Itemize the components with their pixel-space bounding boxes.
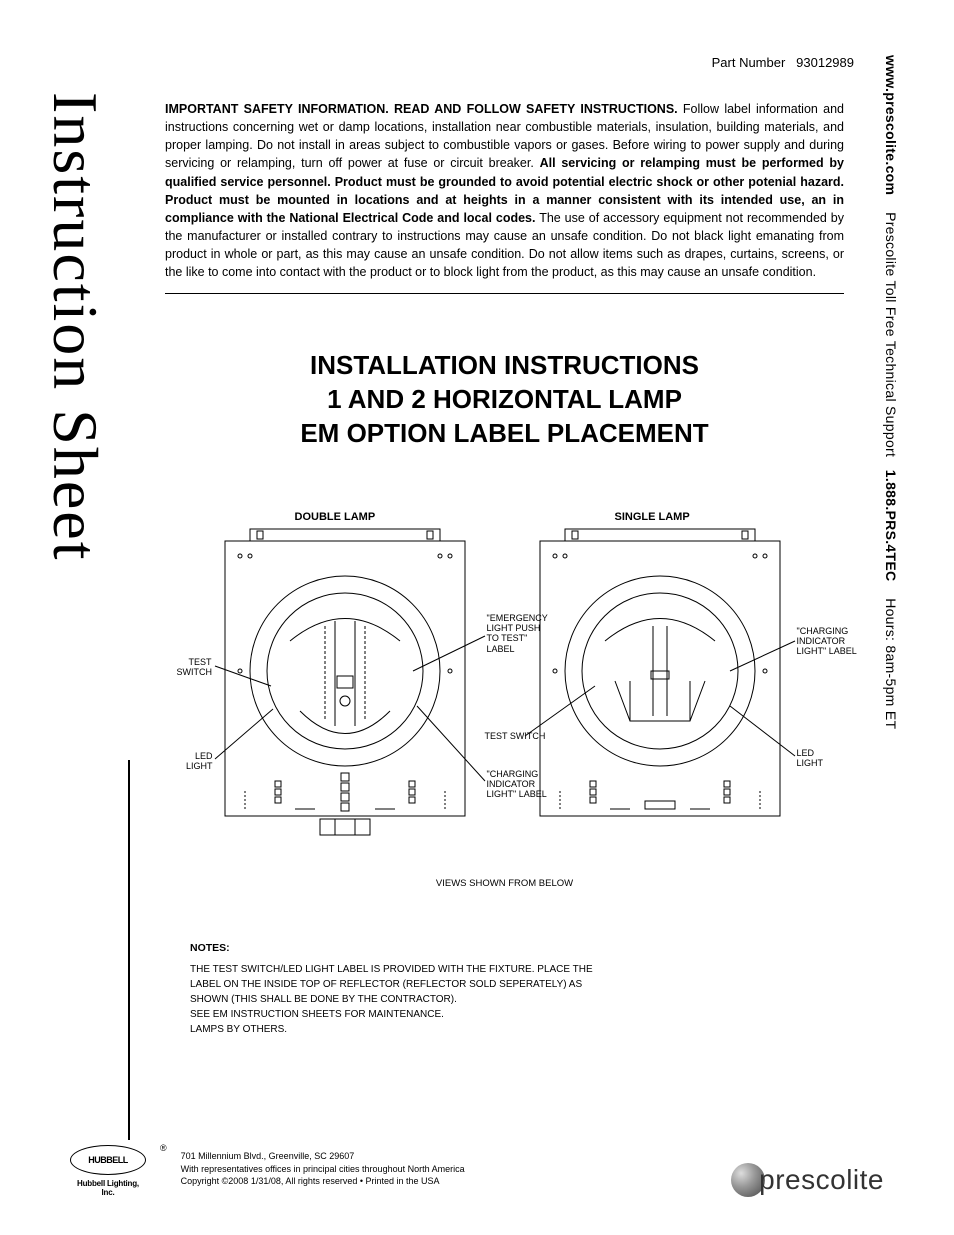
callout-test-switch: TEST SWITCH [177,657,212,678]
callout-emergency: "EMERGENCY LIGHT PUSH TO TEST" LABEL [487,613,548,654]
sidebar-phone: 1.888.PRS.4TEC [883,470,899,582]
title-line-2: 1 AND 2 HORIZONTAL LAMP [165,383,844,417]
notes-title: NOTES: [190,941,610,957]
title-line-3: EM OPTION LABEL PLACEMENT [165,417,844,451]
footer-left: HUBBELL Hubbell Lighting, Inc. ® 701 Mil… [70,1145,465,1197]
callout-charging-d: "CHARGING INDICATOR LIGHT" LABEL [487,769,547,800]
hubbell-text: HUBBELL [88,1155,128,1165]
footer: HUBBELL Hubbell Lighting, Inc. ® 701 Mil… [70,1145,884,1197]
single-lamp-label: SINGLE LAMP [615,511,690,523]
diagram-svg [185,511,825,881]
footer-address: 701 Millennium Blvd., Greenville, SC 296… [181,1145,465,1188]
callout-led-light: LED LIGHT [183,751,213,772]
notes-block: NOTES: THE TEST SWITCH/LED LIGHT LABEL I… [190,941,610,1038]
callout-charging-s: "CHARGING INDICATOR LIGHT" LABEL [797,626,857,657]
addr-line-1: 701 Millennium Blvd., Greenville, SC 296… [181,1150,465,1163]
vertical-divider [128,760,130,1140]
part-number-label: Part Number [712,55,786,70]
views-below: VIEWS SHOWN FROM BELOW [436,878,573,889]
addr-line-2: With representatives offices in principa… [181,1163,465,1176]
note-2: SEE EM INSTRUCTION SHEETS FOR MAINTENANC… [190,1007,610,1022]
callout-led-light-s: LED LIGHT [797,748,824,769]
right-sidebar: www.prescolite.com Prescolite Toll Free … [883,55,899,729]
note-3: LAMPS BY OTHERS. [190,1022,610,1037]
safety-block: IMPORTANT SAFETY INFORMATION. READ AND F… [165,100,844,294]
main-title: INSTALLATION INSTRUCTIONS 1 AND 2 HORIZO… [165,349,844,450]
sidebar-hours: Hours: 8am-5pm ET [883,598,899,729]
callout-test-switch-single: TEST SWITCH [485,731,546,741]
diagram: DOUBLE LAMP SINGLE LAMP [185,511,825,881]
hubbell-tag: Hubbell Lighting, Inc. [70,1179,146,1197]
sidebar-support-prefix: Prescolite Toll Free Technical Support [883,212,899,457]
safety-lead: IMPORTANT SAFETY INFORMATION. READ AND F… [165,102,678,116]
note-1: THE TEST SWITCH/LED LIGHT LABEL IS PROVI… [190,962,610,1007]
prescolite-text: prescolite [759,1164,884,1196]
vertical-page-title: Instruction Sheet [38,92,112,561]
prescolite-logo: prescolite [731,1163,884,1197]
title-line-1: INSTALLATION INSTRUCTIONS [165,349,844,383]
hubbell-logo: HUBBELL Hubbell Lighting, Inc. [70,1145,146,1197]
registered-mark-icon: ® [160,1143,167,1153]
part-number-value: 93012989 [796,55,854,70]
hubbell-oval-icon: HUBBELL [70,1145,146,1175]
addr-line-3: Copyright ©2008 1/31/08, All rights rese… [181,1175,465,1188]
double-lamp-label: DOUBLE LAMP [295,511,376,523]
part-number: Part Number 93012989 [70,55,854,70]
sidebar-website: www.prescolite.com [883,55,899,195]
